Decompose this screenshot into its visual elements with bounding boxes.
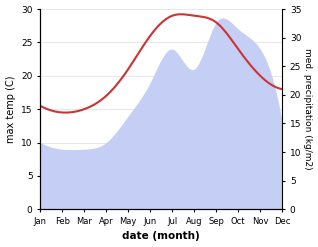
Y-axis label: med. precipitation (kg/m2): med. precipitation (kg/m2) [303, 48, 313, 170]
Y-axis label: max temp (C): max temp (C) [5, 75, 16, 143]
X-axis label: date (month): date (month) [122, 231, 200, 242]
